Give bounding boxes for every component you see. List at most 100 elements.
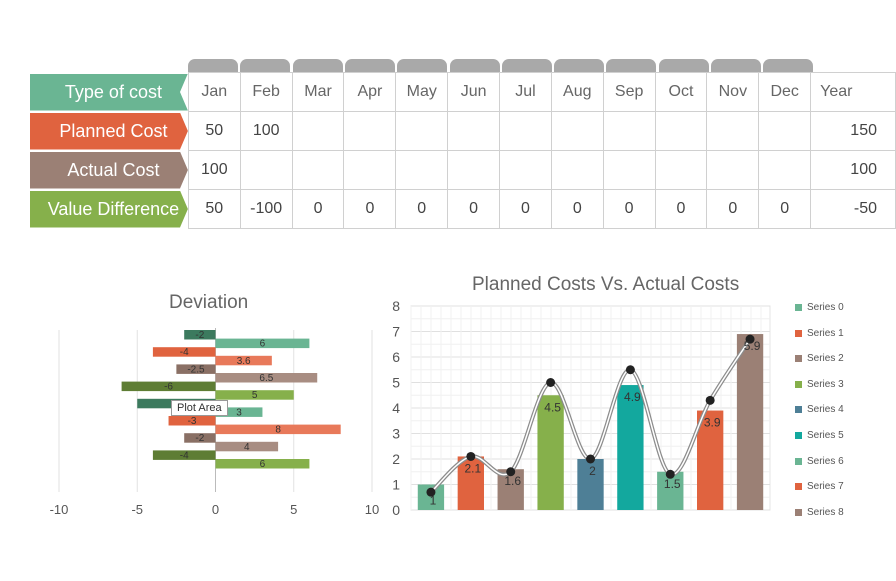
deviation-bar[interactable] [215,390,294,400]
legend-swatch [795,329,802,337]
table-cell[interactable]: 0 [447,189,501,229]
cost-bar[interactable] [697,410,724,510]
legend-item[interactable]: Series 8 [795,507,844,518]
deviation-bar[interactable] [168,416,216,426]
table-cell[interactable] [706,111,760,151]
legend-item[interactable]: Series 6 [795,456,844,467]
table-cell[interactable] [447,111,501,151]
legend-swatch [795,483,802,491]
table-cell[interactable]: 0 [291,189,345,229]
cost-y-tick: 3 [392,426,400,442]
table-cell[interactable] [550,150,604,190]
deviation-bar[interactable] [215,338,310,349]
table-cell[interactable]: 100 [239,111,293,151]
deviation-bar-label: -6 [164,382,173,393]
cost-trend-point[interactable] [506,467,516,477]
table-cell[interactable]: 0 [550,189,604,229]
header-row: Type of cost Jan Feb Mar Apr May Jun Jul Aug Sep… [30,72,896,112]
table-cell[interactable] [706,150,760,190]
cost-bar[interactable] [577,459,604,510]
deviation-bar[interactable] [215,407,263,417]
deviation-bar[interactable] [215,441,279,452]
table-cell[interactable] [239,150,293,190]
actual-cost-label: Actual Cost [30,151,188,189]
cost-trend-point[interactable] [426,487,436,497]
cost-chart-title: Planned Costs Vs. Actual Costs [472,274,740,295]
cost-trend-point[interactable] [466,451,476,461]
deviation-bar[interactable] [184,330,216,340]
table-cell[interactable] [550,111,604,151]
cost-y-tick: 7 [392,324,400,340]
table-cell[interactable]: 0 [343,189,397,229]
table-cell[interactable] [343,150,397,190]
table-cell[interactable]: 0 [602,189,656,229]
table-cell[interactable] [602,111,656,151]
deviation-x-tick: 10 [365,502,379,517]
table-cell[interactable] [654,150,708,190]
table-cell[interactable] [291,150,345,190]
legend-item[interactable]: Series 4 [795,404,844,415]
deviation-bar[interactable] [215,424,341,435]
legend-item[interactable]: Series 5 [795,430,844,441]
deviation-bar[interactable] [184,433,216,443]
deviation-x-tick: 5 [290,502,297,517]
table-cell[interactable] [758,111,812,151]
deviation-bar[interactable] [215,355,272,366]
cost-trend-point[interactable] [586,454,595,464]
table-cell[interactable] [654,111,708,151]
table-cell[interactable] [343,111,397,151]
legend-swatch [795,508,802,516]
legend-item[interactable]: Series 1 [795,328,844,339]
cost-trend-point[interactable] [705,395,715,405]
cost-trend-point[interactable] [625,365,635,375]
legend-label: Series 1 [807,327,844,339]
table-cell[interactable] [602,150,656,190]
legend-swatch [795,304,802,311]
table-cell[interactable]: 0 [706,189,760,229]
cost-trend-point[interactable] [546,378,556,387]
legend-item[interactable]: Series 3 [795,379,844,390]
table-cell[interactable]: 50 [187,189,241,229]
cost-chart[interactable]: 0 1 2 3 4 5 6 7 8 1 2.1 1.6 4.5 2 4.9 1.5 3.9 5.9 [380,296,790,524]
table-cell[interactable]: 100 [187,150,241,190]
legend-label: Series 4 [807,404,844,416]
deviation-bar[interactable] [176,364,216,374]
cost-trend-point[interactable] [745,334,755,344]
cost-bar[interactable] [457,456,484,510]
table-cell[interactable]: 0 [499,189,552,229]
table-cell[interactable] [499,111,552,151]
deviation-chart[interactable]: -26-43.6-2.56.5-653-38-24-46-10 -5 0 5 10 [0,320,400,530]
deviation-bar[interactable] [121,381,216,392]
deviation-bar[interactable] [215,459,310,469]
table-cell[interactable] [395,150,449,190]
table-cell[interactable] [499,150,552,190]
month-tab [397,59,448,72]
cost-bar-label: 4.5 [544,400,561,414]
table-cell[interactable]: -100 [239,189,293,229]
cost-trend-point[interactable] [665,469,675,479]
table-cell[interactable]: 0 [654,189,708,229]
cost-bar[interactable] [617,385,644,510]
table-cell[interactable] [291,111,345,151]
deviation-bar[interactable] [152,347,216,357]
month-header: Jul [499,72,552,112]
table-cell[interactable]: 0 [758,189,812,229]
cost-bar[interactable] [736,334,764,510]
cost-bar[interactable] [537,395,564,510]
year-header: Year [810,72,896,112]
month-header: Dec [758,72,812,112]
table-cell[interactable]: 50 [187,111,241,151]
table-cell[interactable] [447,150,501,190]
year-total-cell: -50 [810,189,896,229]
legend-item[interactable]: Series 7 [795,481,844,492]
table-cell[interactable] [395,111,449,151]
month-header: Apr [343,72,397,112]
legend-item[interactable]: Series 0 [795,302,844,313]
table-cell[interactable] [758,150,812,190]
table-cell[interactable]: 0 [395,189,449,229]
month-tab [449,59,500,72]
deviation-bar[interactable] [215,373,318,383]
cost-bar-label: 2 [589,464,596,478]
deviation-bar[interactable] [152,450,216,460]
legend-item[interactable]: Series 2 [795,353,844,364]
